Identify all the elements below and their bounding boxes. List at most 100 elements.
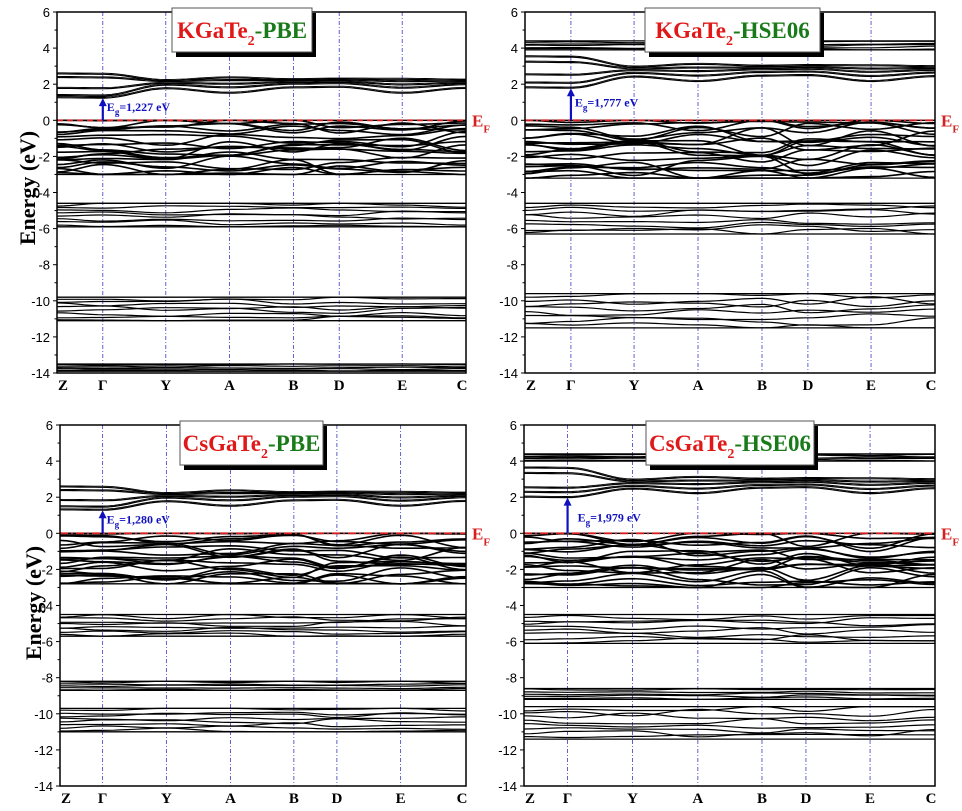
y-tick-label: -2 [505, 562, 517, 577]
band-lines [525, 12, 935, 373]
kpoint-label: D [334, 378, 345, 394]
y-tick-label: -12 [499, 330, 518, 345]
band-gap-label: Eg=1,280 eV [107, 513, 171, 530]
y-tick-label: -10 [34, 707, 53, 722]
y-tick-label: 2 [511, 77, 518, 92]
y-tick-label: -6 [38, 222, 50, 237]
kpoint-label: Y [627, 791, 638, 807]
panel-title: CsGaTe2-HSE06 [649, 431, 811, 462]
band-panel-4: Eg=1,979 eV 6 4 2 0 -2 -4 -6 -8 -10 -12 -14 Z Γ Y A B D E C… [498, 418, 959, 807]
kpoint-label: A [692, 791, 703, 807]
y-tick-label: -14 [499, 366, 518, 381]
kpoint-label: D [331, 791, 342, 807]
kpoint-label: B [757, 378, 767, 394]
panel-title: CsGaTe2-PBE [183, 431, 321, 462]
kpoint-label: A [224, 378, 235, 394]
y-tick-label: -8 [38, 258, 50, 273]
arrow-head-icon [98, 98, 107, 107]
band-panel-2: Eg=1,777 eV 6 4 2 0 -2 -4 -6 -8 -10 -12 -14 Z Γ Y A B D E C… [499, 5, 959, 394]
kpoint-label: A [225, 791, 236, 807]
panel-title-box [645, 420, 815, 466]
y-tick-label: -4 [38, 186, 50, 201]
kpoint-label: C [457, 378, 468, 394]
fermi-level-label: EF [472, 111, 490, 135]
band-gap-label: Eg=1,227 eV [107, 100, 171, 117]
band-panel-1: Eg=1,227 eV 6 4 2 0 -2 -4 -6 -8 -10 -12 -14 Z Γ Y A B D E C… [31, 5, 490, 394]
y-tick-label: 6 [46, 418, 53, 433]
y-tick-label: -10 [498, 707, 517, 722]
kpoint-label: E [865, 791, 875, 807]
y-tick-label: 6 [43, 5, 50, 20]
band-lines [60, 425, 466, 786]
kpoint-label: A [693, 378, 704, 394]
y-tick-label: -8 [505, 671, 517, 686]
kpoint-label: D [802, 378, 813, 394]
y-tick-label: 4 [510, 454, 517, 469]
kpoint-label: Y [161, 791, 172, 807]
kpoint-label: E [396, 791, 406, 807]
kpoint-label: C [926, 378, 937, 394]
y-tick-label: 0 [510, 526, 517, 541]
y-tick-label: -4 [505, 599, 517, 614]
kpoint-label: B [289, 791, 299, 807]
y-tick-label: -4 [506, 186, 518, 201]
y-tick-label: 0 [511, 113, 518, 128]
y-tick-label: 4 [46, 454, 53, 469]
band-gap-label: Eg=1,979 eV [578, 510, 642, 527]
arrow-head-icon [563, 497, 572, 506]
kpoint-label: C [926, 791, 937, 807]
arrow-head-icon [98, 510, 107, 519]
fermi-level-label: EF [472, 524, 490, 548]
y-tick-label: -6 [41, 635, 53, 650]
y-tick-label: -10 [31, 294, 50, 309]
kpoint-label: Γ [98, 791, 108, 807]
y-tick-label: 2 [43, 77, 50, 92]
y-tick-label: -14 [31, 366, 50, 381]
y-tick-label: -2 [38, 149, 50, 164]
y-tick-label: -14 [498, 779, 517, 794]
y-tick-label: 0 [43, 113, 50, 128]
fermi-level-label: EF [941, 111, 959, 135]
plot-frame [56, 11, 467, 374]
y-tick-label: 2 [510, 490, 517, 505]
kpoint-label: Z [58, 378, 68, 394]
kpoint-label: E [866, 378, 876, 394]
kpoint-label: B [288, 378, 298, 394]
panel-title-box [644, 7, 821, 53]
kpoint-label: C [457, 791, 468, 807]
y-tick-label: -10 [499, 294, 518, 309]
band-lines [57, 12, 466, 373]
kpoint-label: Γ [98, 378, 108, 394]
kpoint-label: D [801, 791, 812, 807]
kpoint-label: Y [160, 378, 171, 394]
fermi-level-label: EF [941, 524, 959, 548]
y-tick-label: -8 [41, 671, 53, 686]
y-tick-label: -12 [31, 330, 50, 345]
y-tick-label: -6 [505, 635, 517, 650]
band-lines [524, 425, 935, 786]
kpoint-label: Γ [566, 378, 576, 394]
y-axis-label-top: Energy (eV) [15, 130, 40, 246]
y-tick-label: -4 [41, 599, 53, 614]
y-tick-label: 6 [510, 418, 517, 433]
band-gap-label: Eg=1,777 eV [575, 95, 639, 112]
y-tick-label: -6 [506, 222, 518, 237]
y-tick-label: -12 [34, 743, 53, 758]
y-tick-label: 4 [43, 41, 50, 56]
kpoint-label: E [397, 378, 407, 394]
y-tick-label: -2 [41, 562, 53, 577]
y-tick-label: 6 [511, 5, 518, 20]
kpoint-label: Z [61, 791, 71, 807]
y-tick-label: -8 [506, 258, 518, 273]
kpoint-label: B [757, 791, 767, 807]
kpoint-label: Γ [563, 791, 573, 807]
y-tick-label: 2 [46, 490, 53, 505]
panel-title: KGaTe2-PBE [177, 18, 307, 49]
panel-title-box [179, 420, 324, 466]
y-tick-label: -12 [498, 743, 517, 758]
kpoint-label: Z [525, 791, 535, 807]
y-tick-label: -2 [506, 149, 518, 164]
y-tick-label: -14 [34, 779, 53, 794]
kpoint-label: Z [526, 378, 536, 394]
